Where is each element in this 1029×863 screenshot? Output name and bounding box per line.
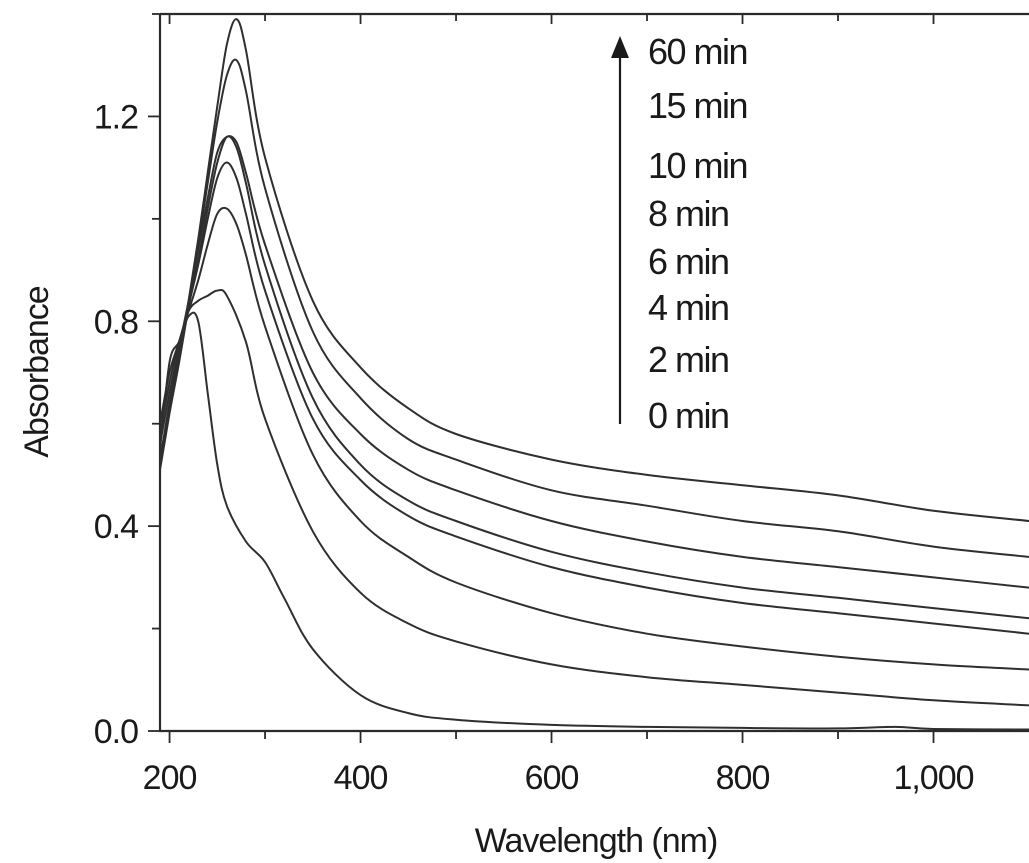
- time-label: 60 min: [648, 31, 747, 72]
- spectrum-line-0: [160, 311, 1029, 731]
- time-label: 4 min: [648, 287, 729, 328]
- spectrum-line-7: [160, 18, 1029, 522]
- time-annotation: 60 min 15 min 10 min 8 min 6 min 4 min 2 min 0 …: [611, 31, 749, 436]
- x-axis-title: Wavelength (nm): [475, 822, 718, 860]
- y-tick-label: 0.8: [94, 303, 138, 341]
- x-tick-label: 1,000: [893, 759, 973, 797]
- time-label: 6 min: [648, 241, 729, 282]
- y-tick-label: 1.2: [94, 98, 138, 136]
- x-tick-label: 400: [334, 759, 388, 797]
- time-label: 10 min: [648, 145, 747, 186]
- spectra-curves: [160, 18, 1029, 731]
- time-arrow-head: [611, 36, 629, 58]
- time-label: 0 min: [648, 395, 729, 436]
- spectrum-line-4: [160, 135, 1029, 620]
- spectrum-line-2: [160, 206, 1029, 671]
- x-tick-label: 800: [716, 759, 770, 797]
- axes: 200 400 600 800 1,000 0.0 0.4 0.8 1.2: [94, 12, 1029, 797]
- spectrum-line-1: [160, 288, 1029, 707]
- y-tick-label: 0.4: [94, 508, 138, 546]
- time-label: 8 min: [648, 193, 729, 234]
- time-label: 15 min: [648, 85, 747, 126]
- y-axis-title: Absorbance: [18, 286, 56, 458]
- x-tick-label: 600: [525, 759, 579, 797]
- y-tick-label: 0.0: [94, 713, 138, 751]
- x-tick-label: 200: [143, 759, 197, 797]
- time-label: 2 min: [648, 339, 729, 380]
